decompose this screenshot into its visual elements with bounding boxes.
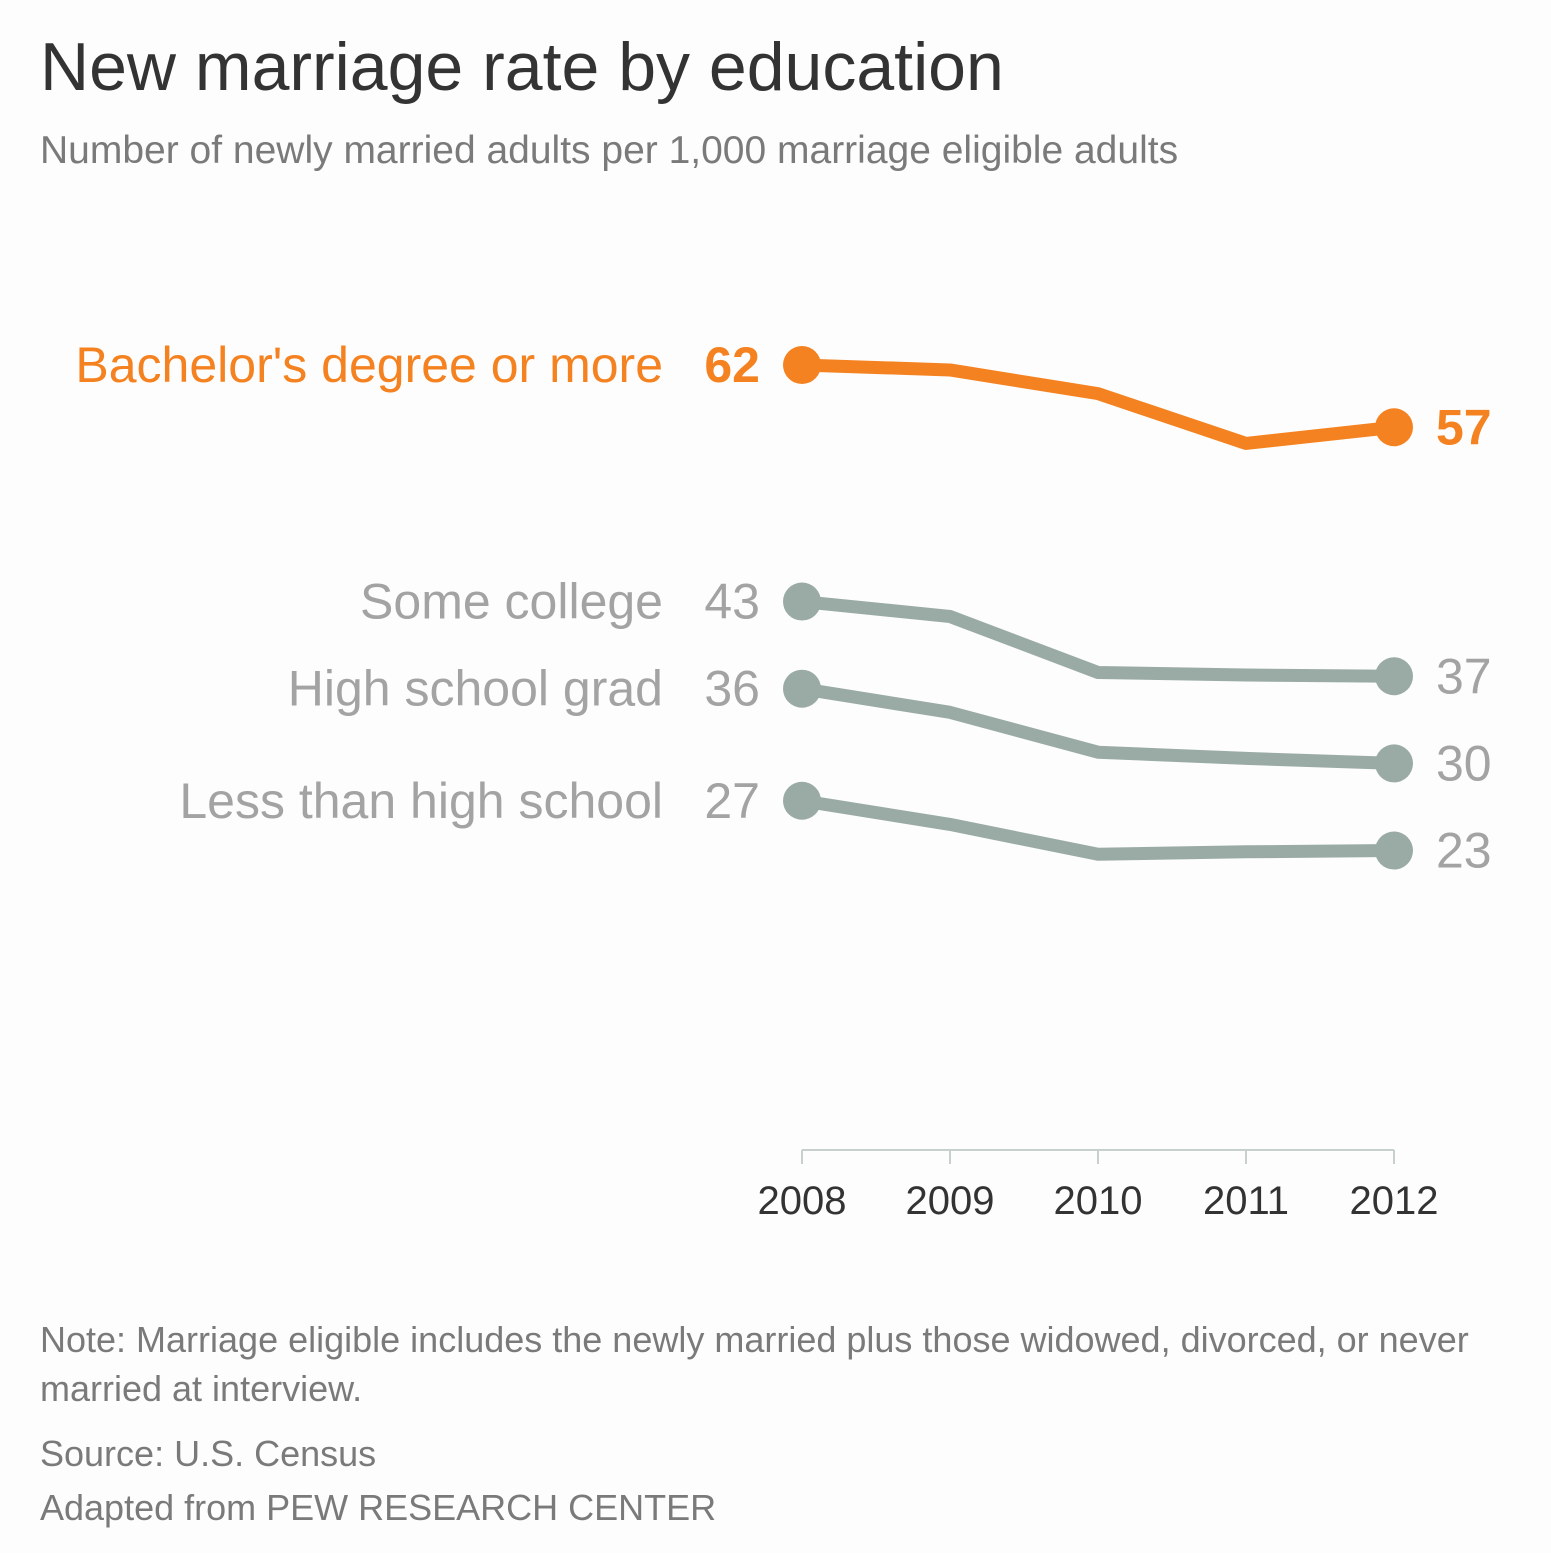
chart-note: Note: Marriage eligible includes the new… <box>40 1319 1469 1409</box>
end-point-high-school-grad <box>1375 744 1413 783</box>
series-name-bachelor-s-degree-or-more: Bachelor's degree or more <box>75 337 663 393</box>
end-value-some-college: 37 <box>1436 648 1492 704</box>
start-value-some-college: 43 <box>704 574 760 630</box>
end-value-less-than-high-school: 23 <box>1436 823 1492 879</box>
x-tick-label-2011: 2011 <box>1203 1179 1289 1223</box>
series-name-less-than-high-school: Less than high school <box>179 773 663 829</box>
x-tick-label-2009: 2009 <box>906 1179 995 1223</box>
start-point-some-college <box>783 582 821 621</box>
end-value-bachelor-s-degree-or-more: 57 <box>1436 399 1492 455</box>
end-point-bachelor-s-degree-or-more <box>1375 408 1413 447</box>
x-tick-label-2012: 2012 <box>1350 1179 1439 1223</box>
series-name-high-school-grad: High school grad <box>288 661 663 717</box>
start-value-less-than-high-school: 27 <box>704 773 760 829</box>
series-line-less-than-high-school <box>795 794 1401 861</box>
start-value-high-school-grad: 36 <box>704 661 760 717</box>
x-tick-label-2008: 2008 <box>758 1179 847 1223</box>
end-value-high-school-grad: 30 <box>1436 735 1492 791</box>
end-point-some-college <box>1375 657 1413 696</box>
x-tick-label-2010: 2010 <box>1054 1179 1143 1223</box>
start-point-less-than-high-school <box>783 781 821 820</box>
chart-source: Source: U.S. Census <box>40 1433 377 1474</box>
line-chart: 2008 2009 2010 2011 2012 43 Some college 37 36 Hi… <box>75 337 1492 1223</box>
start-point-high-school-grad <box>783 669 821 708</box>
start-point-bachelor-s-degree-or-more <box>783 346 821 384</box>
series-line-high-school-grad <box>795 682 1401 770</box>
series-line-bachelor-s-degree-or-more <box>795 358 1401 450</box>
series-line-some-college <box>795 595 1401 683</box>
chart-title: New marriage rate by education <box>40 29 1004 105</box>
end-point-less-than-high-school <box>1375 831 1413 870</box>
series-name-some-college: Some college <box>360 574 663 630</box>
chart-credit: Adapted from PEW RESEARCH CENTER <box>40 1487 717 1528</box>
chart-subtitle: Number of newly married adults per 1,000… <box>40 129 1179 172</box>
start-value-bachelor-s-degree-or-more: 62 <box>704 337 760 393</box>
